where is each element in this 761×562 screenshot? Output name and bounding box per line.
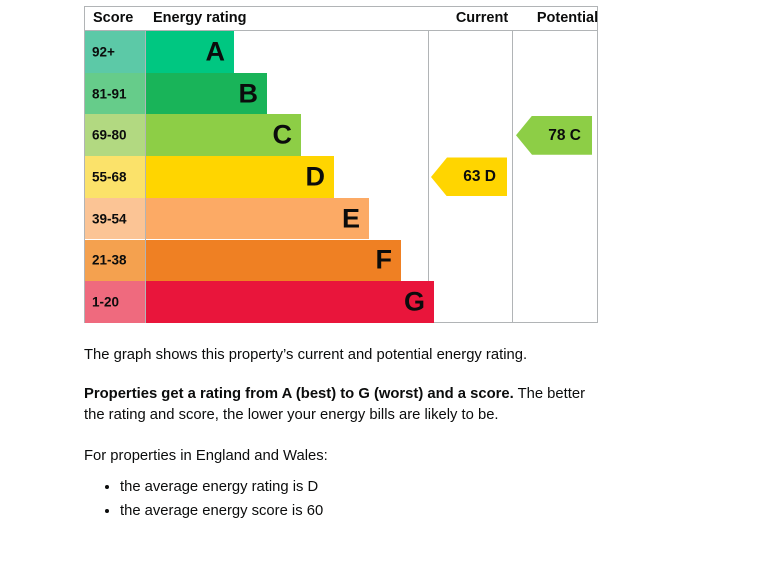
band-score-cell-e: 39-54 — [85, 197, 145, 240]
header-energy-rating: Energy rating — [153, 10, 247, 26]
band-letter-label: D — [305, 161, 326, 192]
header-potential: Potential — [536, 10, 599, 26]
averages-list: the average energy rating is D the avera… — [84, 477, 604, 522]
energy-band-row-a: 92+ A — [85, 31, 428, 73]
epc-table: Score Energy rating Current Potential 92… — [84, 6, 598, 323]
band-score-label: 69-80 — [92, 127, 127, 143]
band-score-label: 21-38 — [92, 252, 127, 268]
energy-band-row-b: 81-91 B — [85, 72, 428, 115]
band-score-cell-b: 81-91 — [85, 72, 145, 115]
band-score-cell-c: 69-80 — [85, 114, 145, 157]
band-bar-b: B — [146, 72, 267, 115]
energy-band-row-d: 55-68 D — [85, 156, 428, 198]
band-bar-e: E — [146, 197, 369, 240]
band-bar-g: G — [146, 281, 434, 323]
rating-bold-text: Properties get a rating from A (best) to… — [84, 386, 514, 402]
rating-paragraph: Properties get a rating from A (best) to… — [84, 384, 604, 426]
band-score-label: 1-20 — [92, 294, 120, 310]
band-letter-label: A — [205, 36, 226, 67]
band-bar-f: F — [146, 239, 401, 282]
band-bar-d: D — [146, 156, 334, 198]
band-score-cell-a: 92+ — [85, 31, 145, 73]
list-item: the average energy rating is D — [120, 477, 604, 498]
energy-band-row-g: 1-20 G — [85, 281, 434, 323]
divider-current-column — [428, 31, 429, 323]
divider-potential-column — [512, 31, 513, 323]
intro-paragraph: The graph shows this property’s current … — [84, 345, 604, 366]
header-score: Score — [93, 10, 134, 26]
energy-band-row-f: 21-38 F — [85, 239, 428, 282]
potential-rating-badge: 78 C — [516, 115, 592, 155]
band-letter-label: B — [238, 78, 259, 109]
energy-band-row-c: 69-80 C — [85, 114, 428, 157]
band-score-label: 92+ — [92, 44, 115, 60]
epc-chart: Score Energy rating Current Potential 92… — [84, 6, 598, 323]
explanatory-text: The graph shows this property’s current … — [84, 345, 604, 525]
divider-score-column — [145, 31, 146, 323]
band-letter-label: F — [375, 244, 393, 275]
intro-text: The graph shows this property’s current … — [84, 347, 528, 363]
region-intro: For properties in England and Wales: — [84, 448, 328, 464]
header-current: Current — [455, 10, 509, 26]
epc-table-header: Score Energy rating Current Potential — [85, 7, 598, 31]
band-score-cell-g: 1-20 — [85, 281, 145, 323]
band-letter-label: E — [341, 203, 360, 234]
current-rating-badge: 63 D — [431, 157, 507, 197]
list-item: the average energy score is 60 — [120, 501, 604, 522]
band-bar-a: A — [146, 31, 234, 73]
band-score-label: 39-54 — [92, 211, 127, 227]
band-score-cell-d: 55-68 — [85, 156, 145, 198]
energy-band-row-e: 39-54 E — [85, 197, 428, 240]
band-letter-label: G — [403, 286, 425, 317]
band-score-label: 81-91 — [92, 86, 127, 102]
band-score-cell-f: 21-38 — [85, 239, 145, 282]
band-bar-c: C — [146, 114, 301, 157]
band-score-label: 55-68 — [92, 169, 127, 185]
band-letter-label: C — [272, 119, 293, 150]
rating-rest-text: The better the rating and score, the low… — [84, 386, 586, 423]
